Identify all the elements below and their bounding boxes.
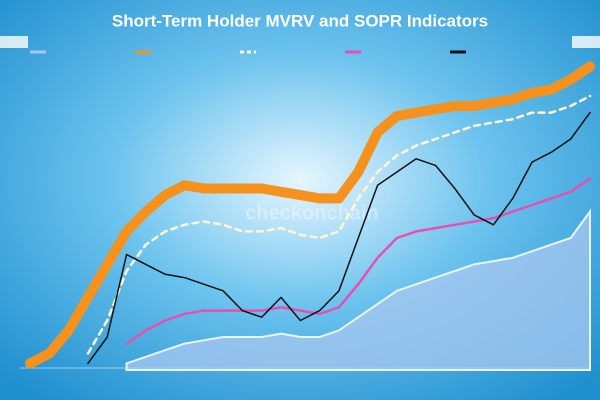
- corner-box: [572, 36, 600, 48]
- series-line: [87, 111, 591, 365]
- series-line: [125, 177, 592, 345]
- chart-title: Short-Term Holder MVRV and SOPR Indicato…: [112, 11, 488, 30]
- watermark: checkonchain: [245, 202, 378, 224]
- plot-area: [25, 61, 595, 371]
- series-line: [86, 94, 592, 355]
- series-area: [125, 208, 591, 371]
- corner-box: [0, 36, 28, 48]
- series-line: [25, 61, 595, 369]
